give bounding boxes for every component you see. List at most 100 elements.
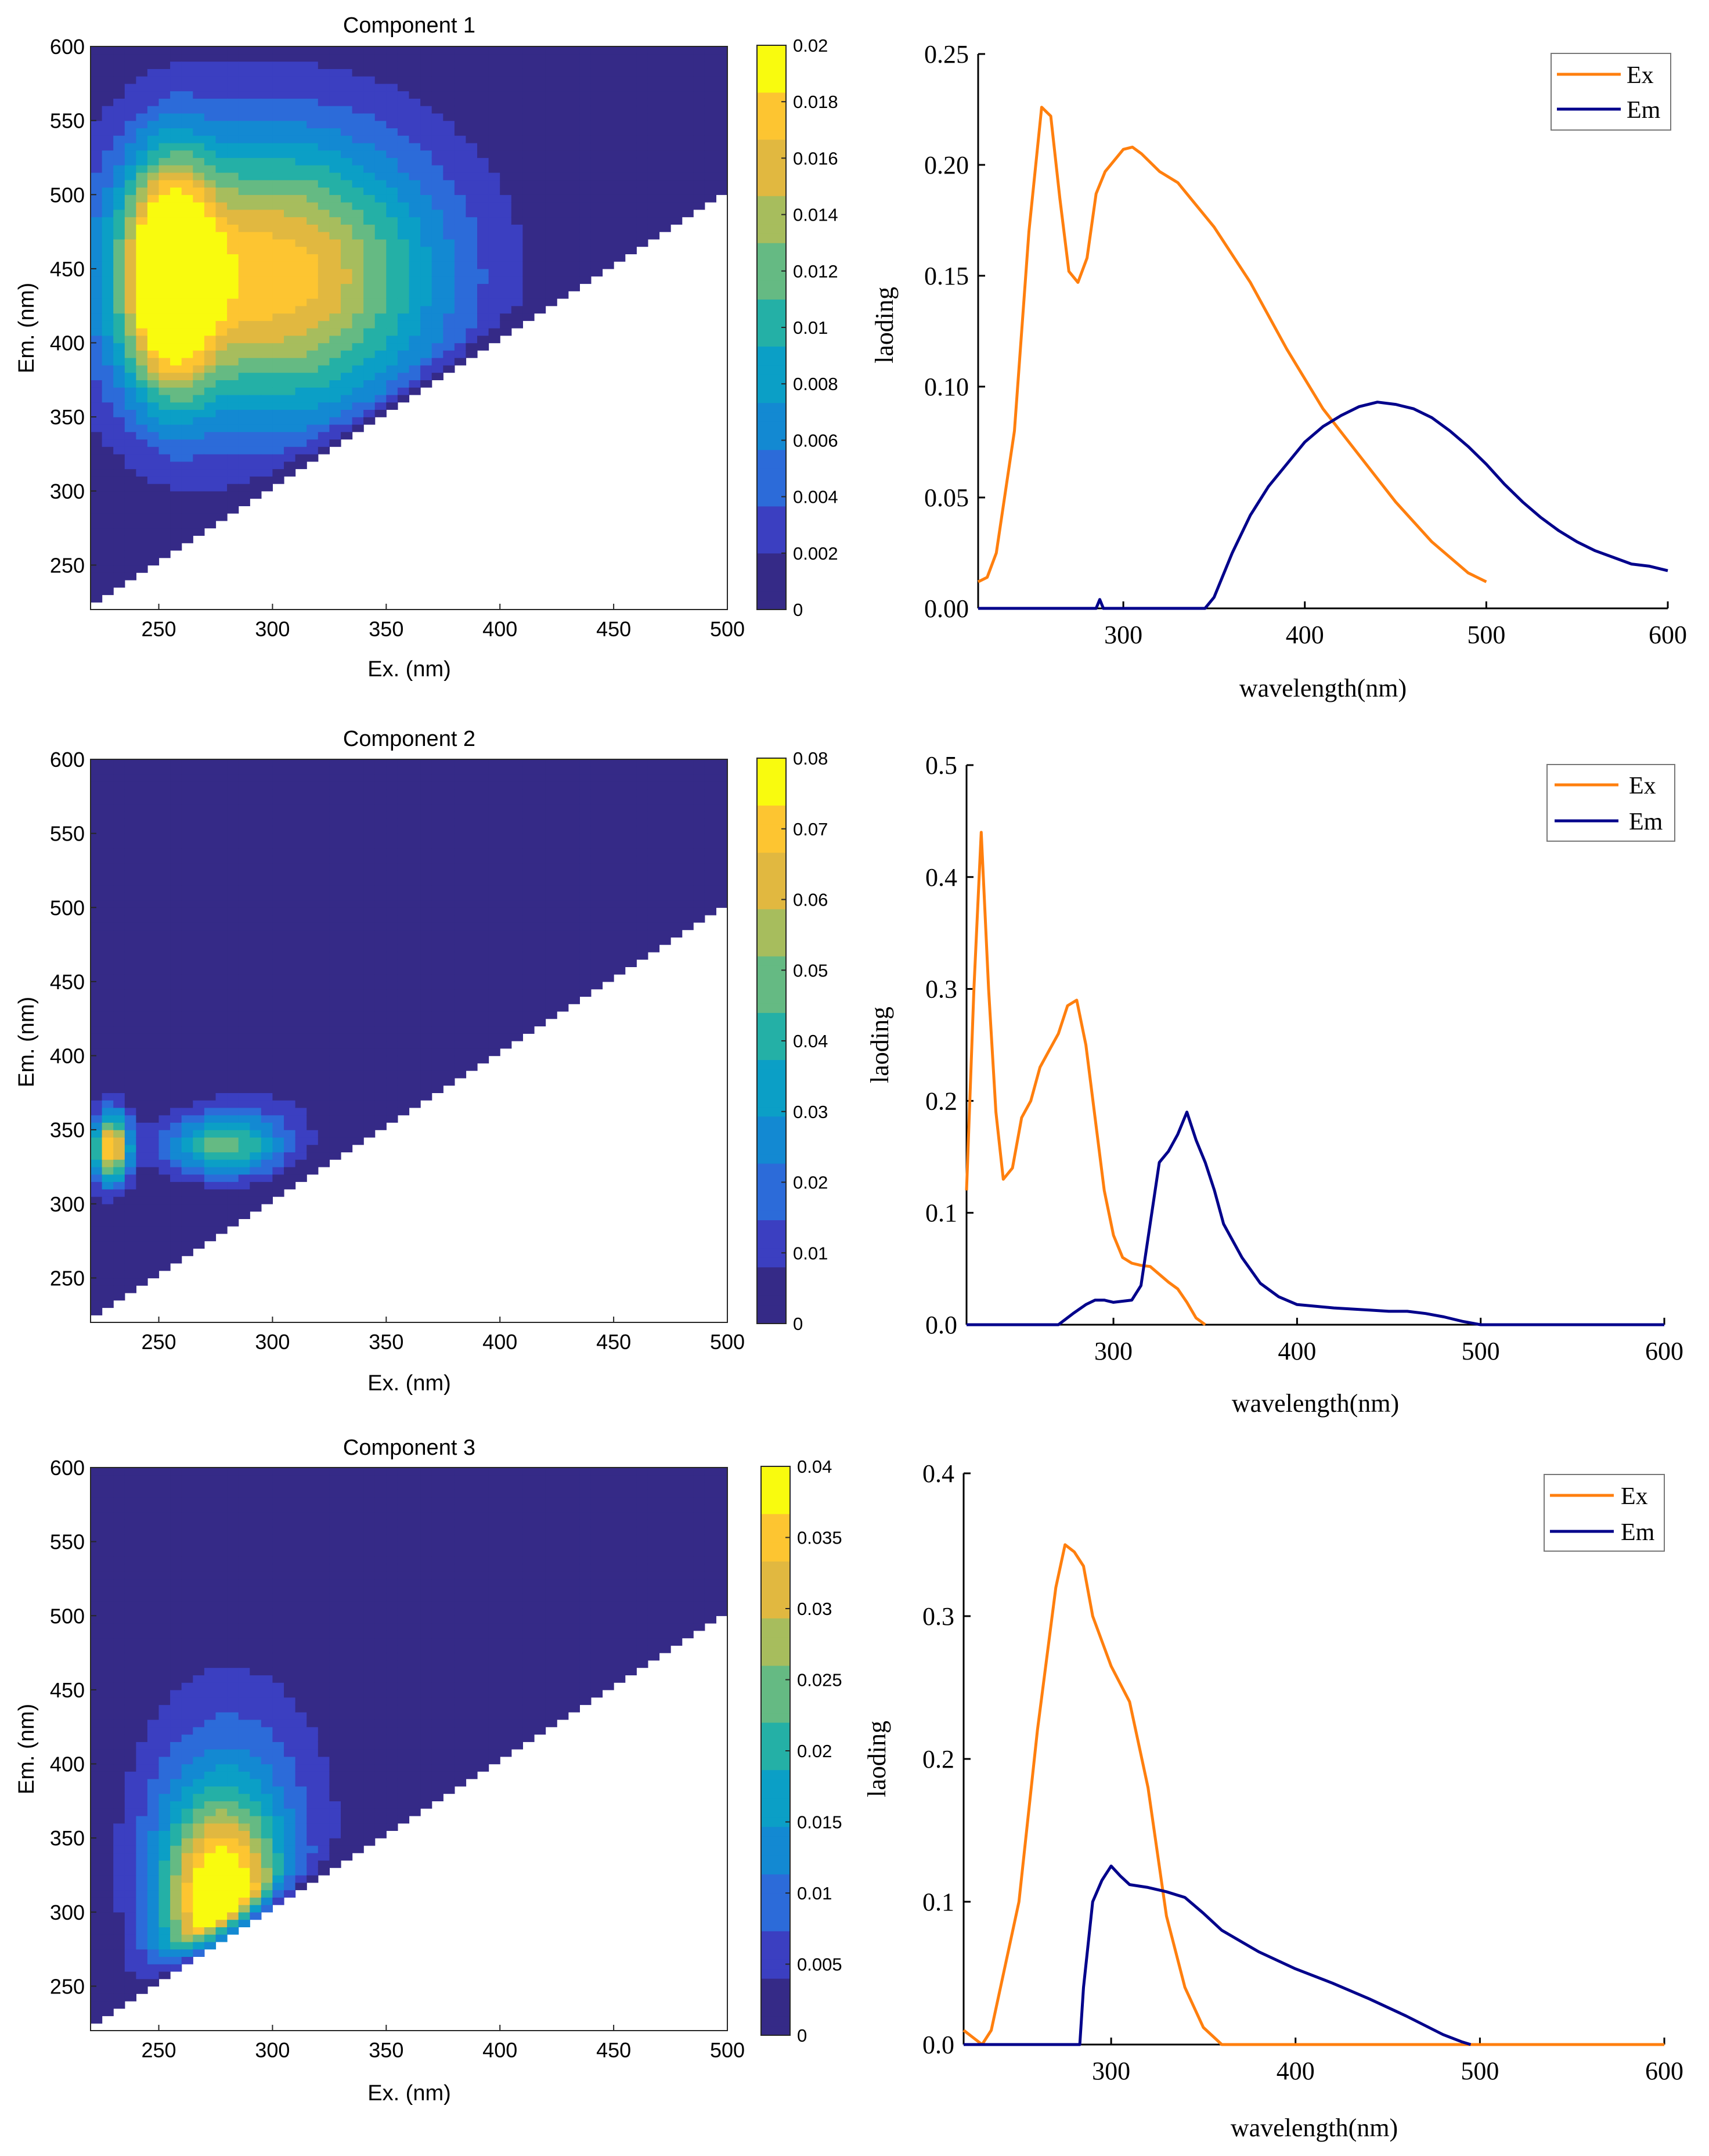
eem-cell: [215, 350, 228, 358]
eem-cell: [250, 819, 262, 827]
eem-cell: [158, 506, 171, 514]
eem-cell: [261, 276, 273, 284]
eem-cell: [443, 83, 455, 92]
eem-cell: [136, 520, 148, 529]
eem-cell: [136, 796, 148, 805]
eem-cell: [158, 981, 171, 990]
eem-cell: [261, 759, 273, 767]
eem-cell: [397, 350, 410, 358]
eem-cell: [147, 1263, 160, 1271]
eem-cell: [147, 202, 160, 210]
eem-cell: [693, 76, 705, 84]
eem-cell: [250, 224, 262, 232]
eem-cell: [181, 446, 193, 455]
eem-cell: [102, 261, 114, 269]
eem-cell: [158, 409, 171, 417]
eem-cell: [716, 68, 728, 77]
eem-cell: [181, 1122, 193, 1130]
eem-cell: [454, 53, 467, 62]
eem-cell: [227, 261, 239, 269]
eem-cell: [363, 372, 376, 380]
eem-cell: [238, 91, 250, 99]
eem-cell: [147, 520, 160, 529]
eem-cell: [170, 967, 182, 975]
eem-cell: [341, 1100, 353, 1108]
eem-cell: [170, 1144, 182, 1153]
eem-cell: [307, 417, 319, 425]
eem-cell: [261, 328, 273, 336]
eem-cell: [193, 900, 205, 908]
eem-cell: [181, 232, 193, 240]
eem-cell: [409, 811, 421, 819]
eem-cell: [318, 907, 330, 915]
eem-cell: [318, 1041, 330, 1049]
eem-cell: [397, 224, 410, 232]
eem-cell: [158, 959, 171, 967]
eem-cell: [374, 1070, 387, 1079]
eem-cell: [329, 1093, 341, 1101]
eem-cell: [443, 967, 455, 975]
colorbar-segment: [757, 149, 786, 158]
eem-cell: [102, 1004, 114, 1012]
eem-cell: [295, 1144, 307, 1153]
eem-cell: [579, 172, 592, 181]
eem-cell: [420, 878, 432, 886]
eem-cell: [557, 172, 569, 181]
eem-cell: [500, 135, 512, 143]
eem-cell: [420, 276, 432, 284]
eem-cell: [295, 944, 307, 953]
eem-cell: [693, 68, 705, 77]
eem-cell: [704, 98, 716, 106]
eem-cell: [431, 766, 444, 775]
eem-cell: [443, 1055, 455, 1063]
eem-cell: [329, 135, 341, 143]
eem-cell: [193, 1137, 205, 1145]
eem-cell: [522, 892, 535, 901]
eem-cell: [636, 91, 648, 99]
eem-cell: [272, 1122, 284, 1130]
eem-cell: [102, 565, 114, 573]
eem-cell: [341, 803, 353, 812]
eem-cell: [113, 194, 125, 203]
eem-cell: [443, 298, 455, 307]
eem-cell: [443, 996, 455, 1004]
eem-cell: [261, 157, 273, 165]
eem-cell: [420, 46, 432, 55]
eem-cell: [158, 439, 171, 447]
eem-cell: [625, 172, 637, 181]
eem-cell: [147, 766, 160, 775]
eem-cell: [91, 1189, 103, 1197]
eem-cell: [466, 781, 478, 789]
eem-cell: [158, 217, 171, 225]
x-tick-label: 600: [1649, 621, 1687, 649]
eem-cell: [284, 417, 296, 425]
eem-cell: [124, 1270, 136, 1279]
eem-cell: [113, 1189, 125, 1197]
eem-cell: [374, 907, 387, 915]
eem-cell: [204, 848, 217, 856]
eem-cell: [420, 1085, 432, 1093]
eem-cell: [409, 863, 421, 871]
eem-cell: [341, 46, 353, 55]
eem-cell: [454, 91, 467, 99]
eem-cell: [341, 372, 353, 380]
eem-cell: [102, 841, 114, 849]
eem-cell: [386, 342, 398, 351]
eem-cell: [409, 907, 421, 915]
eem-cell: [215, 1048, 228, 1057]
eem-cell: [295, 165, 307, 173]
eem-cell: [363, 135, 376, 143]
eem-cell: [238, 350, 250, 358]
eem-cell: [363, 98, 376, 106]
eem-cell: [284, 283, 296, 291]
eem-cell: [693, 53, 705, 62]
eem-cell: [409, 1063, 421, 1071]
eem-cell: [124, 380, 136, 388]
eem-cell: [102, 819, 114, 827]
eem-cell: [193, 520, 205, 529]
loading-1-legend-em-label: Em: [1627, 97, 1661, 124]
eem-cell: [295, 187, 307, 195]
eem-cell: [341, 417, 353, 425]
eem-cell: [158, 1144, 171, 1153]
eem-cell: [374, 239, 387, 247]
